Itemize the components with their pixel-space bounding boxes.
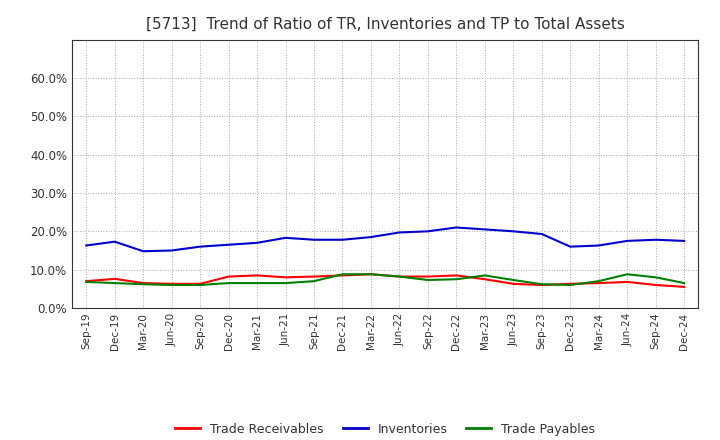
Trade Receivables bbox=[253, 273, 261, 278]
Trade Payables bbox=[395, 274, 404, 279]
Trade Receivables bbox=[537, 282, 546, 288]
Inventories bbox=[480, 227, 489, 232]
Trade Receivables bbox=[338, 273, 347, 278]
Inventories bbox=[310, 237, 318, 242]
Inventories bbox=[196, 244, 204, 249]
Inventories bbox=[423, 229, 432, 234]
Trade Receivables bbox=[167, 281, 176, 286]
Title: [5713]  Trend of Ratio of TR, Inventories and TP to Total Assets: [5713] Trend of Ratio of TR, Inventories… bbox=[145, 16, 625, 32]
Trade Receivables bbox=[282, 275, 290, 280]
Trade Receivables bbox=[423, 274, 432, 279]
Inventories bbox=[253, 240, 261, 246]
Trade Payables bbox=[82, 279, 91, 285]
Trade Payables bbox=[680, 280, 688, 286]
Inventories bbox=[395, 230, 404, 235]
Trade Receivables bbox=[452, 273, 461, 278]
Trade Receivables bbox=[110, 276, 119, 282]
Trade Payables bbox=[452, 277, 461, 282]
Trade Receivables bbox=[139, 280, 148, 286]
Trade Payables bbox=[110, 280, 119, 286]
Trade Payables bbox=[282, 280, 290, 286]
Trade Receivables bbox=[680, 284, 688, 290]
Trade Receivables bbox=[623, 279, 631, 285]
Trade Payables bbox=[338, 271, 347, 277]
Trade Payables bbox=[537, 282, 546, 287]
Line: Inventories: Inventories bbox=[86, 227, 684, 251]
Inventories bbox=[537, 231, 546, 237]
Trade Payables bbox=[566, 282, 575, 288]
Line: Trade Receivables: Trade Receivables bbox=[86, 274, 684, 287]
Trade Receivables bbox=[566, 281, 575, 286]
Inventories bbox=[652, 237, 660, 242]
Trade Receivables bbox=[366, 271, 375, 277]
Inventories bbox=[82, 243, 91, 248]
Trade Payables bbox=[253, 280, 261, 286]
Trade Receivables bbox=[652, 282, 660, 288]
Inventories bbox=[509, 229, 518, 234]
Trade Payables bbox=[366, 271, 375, 277]
Inventories bbox=[680, 238, 688, 244]
Inventories bbox=[623, 238, 631, 244]
Inventories bbox=[595, 243, 603, 248]
Legend: Trade Receivables, Inventories, Trade Payables: Trade Receivables, Inventories, Trade Pa… bbox=[170, 418, 600, 440]
Trade Payables bbox=[225, 280, 233, 286]
Line: Trade Payables: Trade Payables bbox=[86, 274, 684, 285]
Trade Payables bbox=[480, 273, 489, 278]
Trade Receivables bbox=[196, 281, 204, 286]
Trade Payables bbox=[652, 275, 660, 280]
Inventories bbox=[139, 249, 148, 254]
Trade Payables bbox=[310, 279, 318, 284]
Trade Receivables bbox=[225, 274, 233, 279]
Inventories bbox=[225, 242, 233, 247]
Inventories bbox=[282, 235, 290, 241]
Trade Receivables bbox=[480, 277, 489, 282]
Trade Receivables bbox=[509, 281, 518, 286]
Inventories bbox=[566, 244, 575, 249]
Trade Receivables bbox=[310, 274, 318, 279]
Trade Payables bbox=[623, 271, 631, 277]
Inventories bbox=[366, 235, 375, 240]
Trade Payables bbox=[167, 282, 176, 288]
Inventories bbox=[110, 239, 119, 244]
Trade Payables bbox=[509, 277, 518, 282]
Inventories bbox=[452, 225, 461, 230]
Trade Payables bbox=[196, 282, 204, 288]
Trade Receivables bbox=[395, 274, 404, 279]
Trade Receivables bbox=[82, 279, 91, 284]
Inventories bbox=[167, 248, 176, 253]
Trade Payables bbox=[139, 282, 148, 287]
Trade Receivables bbox=[595, 280, 603, 286]
Inventories bbox=[338, 237, 347, 242]
Trade Payables bbox=[595, 279, 603, 284]
Trade Payables bbox=[423, 277, 432, 282]
